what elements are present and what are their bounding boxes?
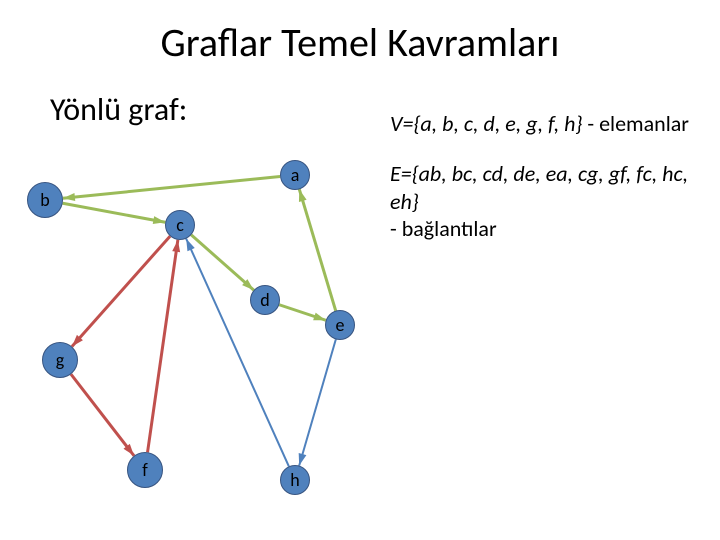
edge-e-a: [299, 189, 335, 310]
edge-arrow-h-c: [186, 239, 195, 252]
edge-c-d: [191, 235, 254, 290]
edge-arrow-e-h: [299, 453, 307, 466]
graph-edges-layer: [0, 0, 720, 540]
edge-e-h: [299, 339, 336, 465]
node-c: c: [165, 210, 195, 240]
node-g: g: [42, 342, 78, 378]
edge-arrow-d-e: [313, 313, 326, 321]
node-e: e: [325, 310, 355, 340]
edge-b-c: [63, 203, 166, 222]
edge-h-c: [186, 239, 289, 467]
edge-g-f: [71, 374, 134, 456]
edge-c-g: [72, 236, 170, 346]
node-b: b: [27, 182, 63, 218]
node-f: f: [127, 452, 163, 488]
edge-a-b: [63, 176, 280, 198]
edge-f-c: [148, 240, 178, 452]
node-d: d: [250, 285, 280, 315]
edge-arrow-e-a: [299, 189, 307, 202]
node-a: a: [280, 160, 310, 190]
node-h: h: [280, 465, 310, 495]
